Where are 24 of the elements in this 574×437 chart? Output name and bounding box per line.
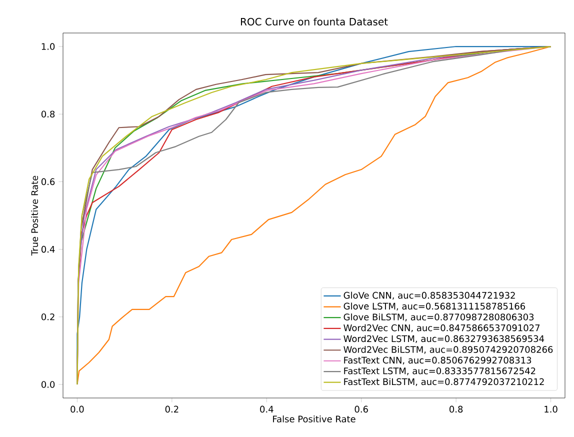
x-tick-label: 0.0 bbox=[70, 406, 84, 413]
x-tick-label: 0.6 bbox=[354, 406, 368, 413]
legend-label: Word2Vec CNN, auc=0.8475866537091027 bbox=[344, 324, 540, 332]
y-tick-label: 0.4 bbox=[41, 246, 55, 253]
y-tick-label: 0.2 bbox=[41, 313, 54, 320]
legend-label: Word2Vec BiLSTM, auc=0.8950742920708266 bbox=[344, 346, 553, 354]
legend-label: Glove BiLSTM, auc=0.8770987280806303 bbox=[344, 313, 534, 322]
legend-label: GloVe CNN, auc=0.858353044721932 bbox=[344, 292, 515, 300]
y-tick-label: 0.6 bbox=[41, 178, 55, 186]
y-tick-label: 0.0 bbox=[41, 381, 55, 388]
legend-label: Word2Vec LSTM, auc=0.8632793638569534 bbox=[344, 335, 544, 344]
y-tick-label: 1.0 bbox=[42, 43, 55, 50]
chart-title: ROC Curve on founta Dataset bbox=[240, 18, 388, 26]
x-axis-title: False Positive Rate bbox=[273, 415, 356, 422]
x-tick-label: 0.4 bbox=[260, 406, 274, 413]
x-tick-label: 0.2 bbox=[165, 406, 178, 413]
x-tick-label: 0.8 bbox=[450, 406, 463, 413]
x-tick-label: 1.0 bbox=[544, 406, 558, 413]
legend-label: FastText BiLSTM, auc=0.8774792037210212 bbox=[344, 378, 544, 386]
legend-label: Glove LSTM, auc=0.5681311158785166 bbox=[344, 302, 526, 310]
y-tick-label: 0.8 bbox=[41, 110, 55, 118]
legend-label: FastText CNN, auc=0.8506762992708313 bbox=[344, 356, 532, 365]
y-axis-title: True Positive Rate bbox=[31, 176, 38, 256]
legend-label: FastText LSTM, auc=0.8333577815672542 bbox=[344, 367, 536, 376]
